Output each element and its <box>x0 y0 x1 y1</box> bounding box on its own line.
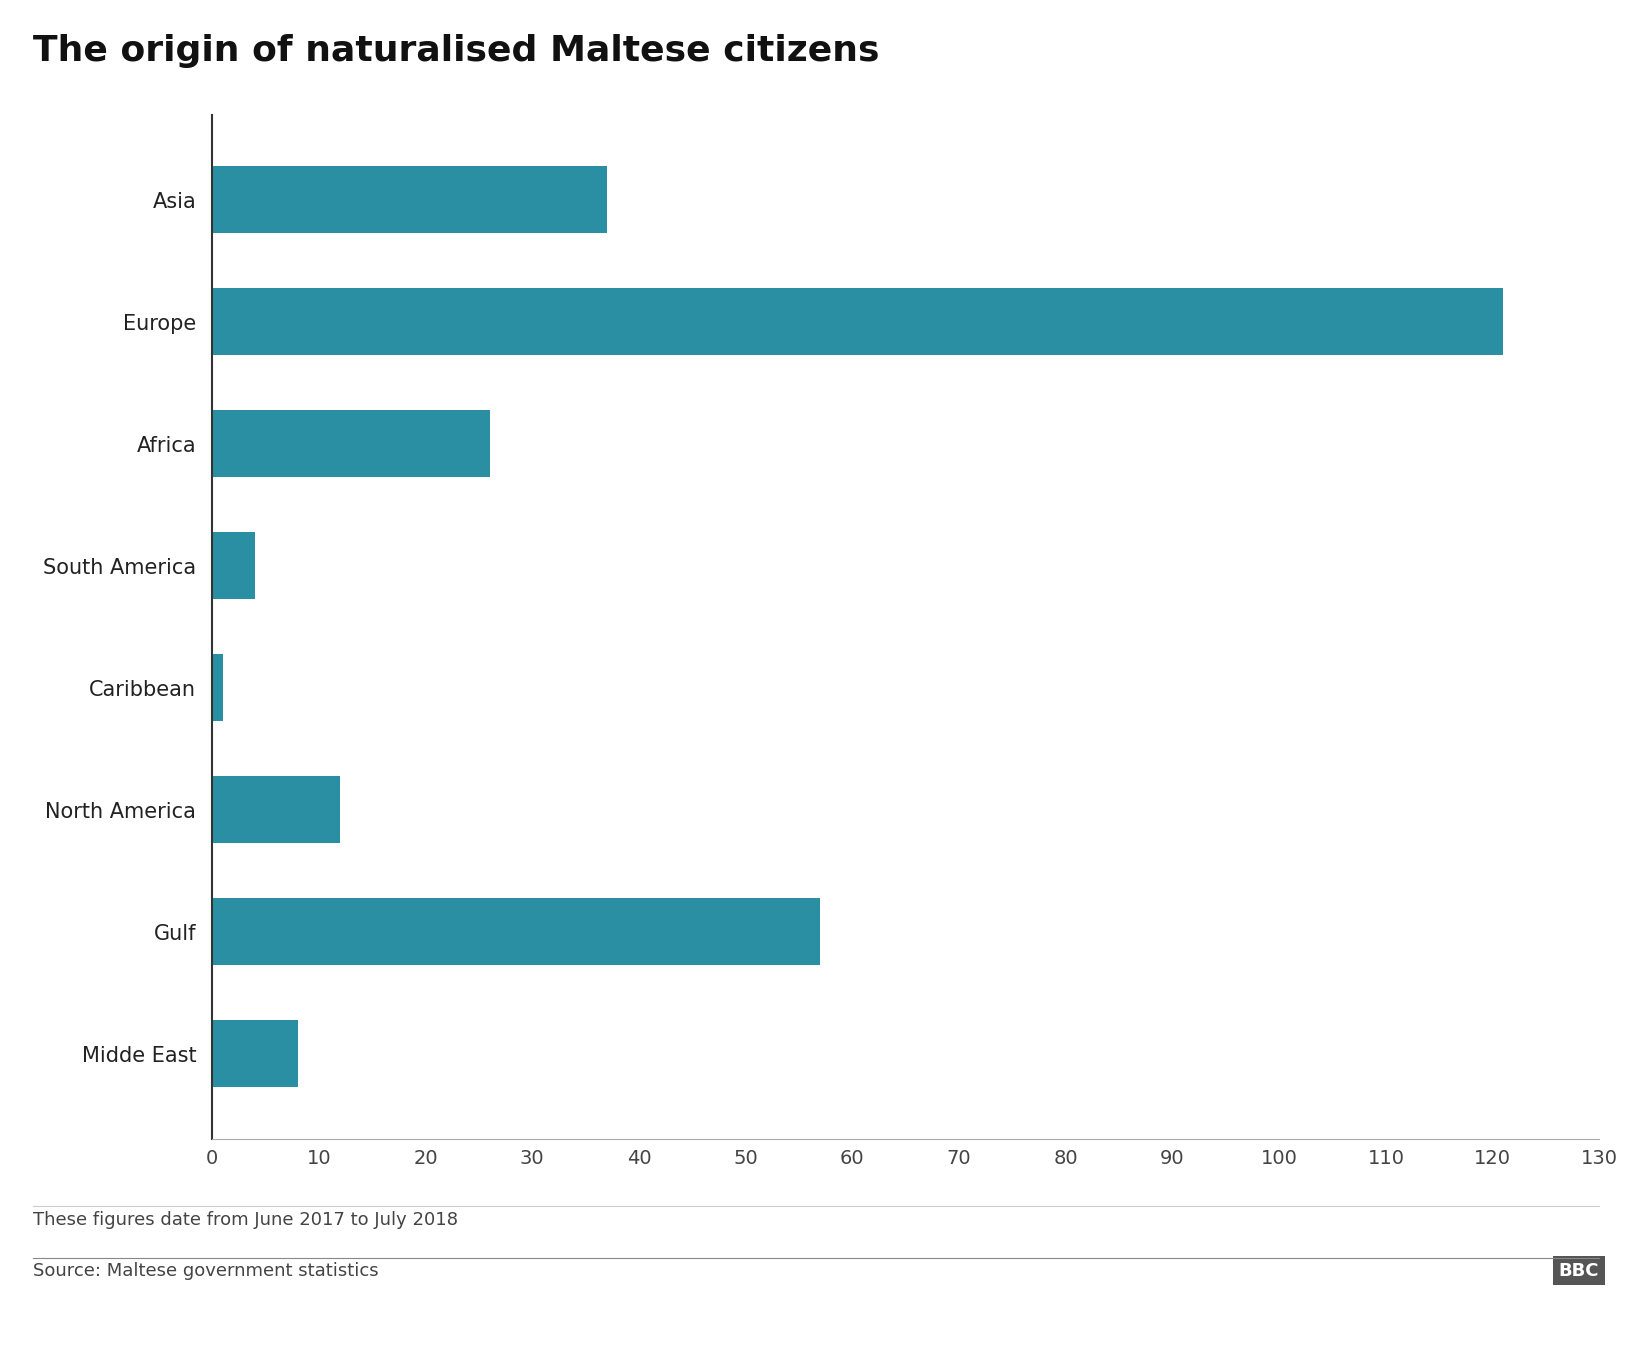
Bar <box>212 288 1503 356</box>
Bar <box>212 532 255 600</box>
Text: Source: Maltese government statistics: Source: Maltese government statistics <box>33 1262 379 1279</box>
Bar <box>212 1020 297 1088</box>
Bar <box>212 654 224 721</box>
Bar <box>212 898 821 965</box>
Text: BBC: BBC <box>1559 1262 1599 1279</box>
Bar <box>212 776 339 844</box>
Bar <box>212 410 490 477</box>
Text: The origin of naturalised Maltese citizens: The origin of naturalised Maltese citize… <box>33 34 880 67</box>
Bar <box>212 166 607 233</box>
Text: These figures date from June 2017 to July 2018: These figures date from June 2017 to Jul… <box>33 1211 457 1228</box>
